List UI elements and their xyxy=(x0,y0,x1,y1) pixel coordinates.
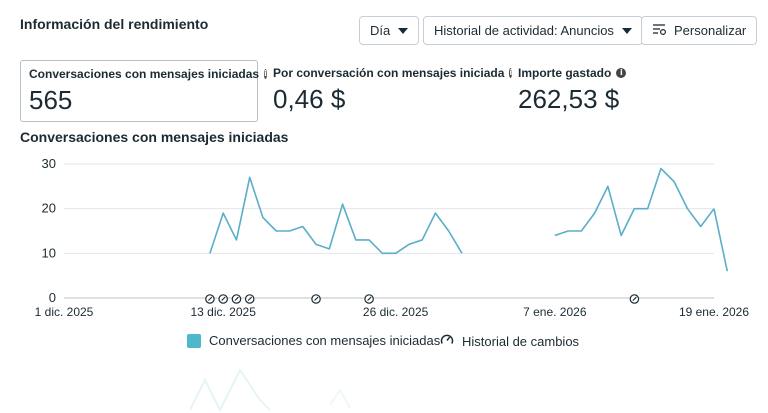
change-marker-icon[interactable] xyxy=(364,294,374,304)
x-tick-label: 26 dic. 2025 xyxy=(363,305,429,319)
line-chart: 0 10 20 30 1 dic. 2025 13 dic. 2025 26 dic. 20… xyxy=(35,156,750,319)
metric-card-amount-spent[interactable]: Importe gastado i 262,53 $ xyxy=(510,60,710,122)
metric-value: 0,46 $ xyxy=(273,84,346,114)
x-tick-label: 19 ene. 2026 xyxy=(679,305,749,319)
legend-history[interactable]: Historial de cambios xyxy=(440,333,579,350)
series-line xyxy=(209,176,463,255)
metric-value: 565 xyxy=(29,85,73,115)
y-tick-label: 10 xyxy=(42,245,56,260)
series-line xyxy=(554,167,715,237)
x-tick-label: 13 dic. 2025 xyxy=(190,305,256,319)
activity-label: Historial de actividad: Anuncios xyxy=(434,23,614,38)
customize-button[interactable]: Personalizar xyxy=(641,16,758,45)
metric-label: Conversaciones con mensajes iniciadas xyxy=(29,67,260,81)
change-marker-icon[interactable] xyxy=(218,294,228,304)
y-tick-label: 30 xyxy=(42,156,56,171)
chevron-down-icon xyxy=(621,27,632,34)
change-marker-icon[interactable] xyxy=(629,294,640,304)
change-marker-icon[interactable] xyxy=(311,294,321,304)
series-line xyxy=(713,208,729,272)
legend-series-label: Conversaciones con mensajes iniciadas xyxy=(209,333,441,348)
series-swatch xyxy=(187,333,201,348)
change-marker-icon[interactable] xyxy=(205,294,215,304)
customize-icon xyxy=(652,23,667,38)
metric-card-cost-per-conversation[interactable]: Por conversación con mensajes iniciada i … xyxy=(265,60,513,122)
ghost-chart-artifact xyxy=(190,368,351,413)
legend-history-label: Historial de cambios xyxy=(462,334,580,349)
legend-series[interactable]: Conversaciones con mensajes iniciadas xyxy=(187,333,440,348)
change-marker-icon[interactable] xyxy=(244,294,255,304)
info-icon[interactable]: i xyxy=(616,68,627,78)
x-tick-label: 7 ene. 2026 xyxy=(523,305,587,319)
info-icon[interactable]: i xyxy=(264,69,267,79)
change-history-icon xyxy=(440,333,454,350)
period-label: Día xyxy=(370,23,391,38)
y-tick-label: 20 xyxy=(42,201,56,216)
y-tick-label: 0 xyxy=(49,290,56,305)
customize-label: Personalizar xyxy=(674,23,747,38)
metric-value: 262,53 $ xyxy=(518,84,620,114)
chevron-down-icon xyxy=(398,27,409,34)
x-tick-label: 1 dic. 2025 xyxy=(35,305,94,319)
metric-card-conversations[interactable]: Conversaciones con mensajes iniciadas i 5… xyxy=(20,60,267,122)
period-dropdown[interactable]: Día xyxy=(359,16,420,45)
panel-title: Información del rendimiento xyxy=(20,16,209,32)
chart-title: Conversaciones con mensajes iniciadas xyxy=(20,129,289,145)
metric-label: Importe gastado xyxy=(518,66,612,80)
activity-history-dropdown[interactable]: Historial de actividad: Anuncios xyxy=(423,16,643,45)
metric-label: Por conversación con mensajes iniciada xyxy=(273,66,505,80)
info-icon[interactable]: i xyxy=(509,68,513,78)
change-marker-icon[interactable] xyxy=(231,294,242,304)
